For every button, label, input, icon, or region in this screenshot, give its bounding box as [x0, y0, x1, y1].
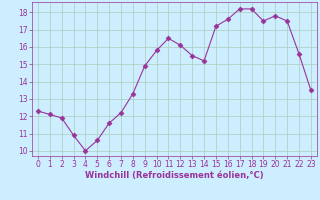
X-axis label: Windchill (Refroidissement éolien,°C): Windchill (Refroidissement éolien,°C)	[85, 171, 264, 180]
